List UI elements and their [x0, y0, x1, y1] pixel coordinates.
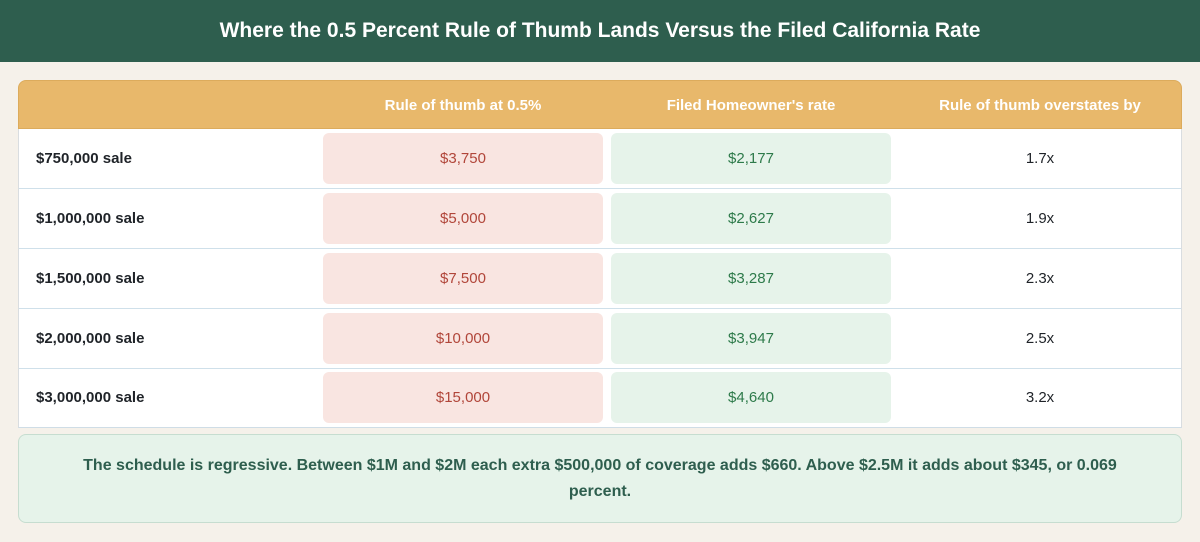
overstates-cell: 2.3x [1025, 270, 1055, 287]
summary-note-text: The schedule is regressive. Between $1M … [83, 456, 1117, 500]
table-row: $3,000,000 sale $15,000 $4,640 3.2x [19, 368, 1181, 427]
table-row: $1,000,000 sale $5,000 $2,627 1.9x [19, 189, 1181, 248]
row-divider [19, 188, 1181, 189]
table-row: $2,000,000 sale $10,000 $3,947 2.5x [19, 309, 1181, 368]
row-label: $1,500,000 sale [36, 270, 145, 287]
rule-of-thumb-cell: $3,750 [323, 133, 603, 184]
header-filed-rate: Filed Homeowner's rate [666, 97, 836, 114]
row-label: $3,000,000 sale [36, 389, 145, 406]
summary-note: The schedule is regressive. Between $1M … [18, 434, 1182, 523]
filed-rate-cell: $3,947 [611, 313, 891, 364]
table-header: Rule of thumb at 0.5% Filed Homeowner's … [18, 80, 1182, 129]
rule-of-thumb-cell: $15,000 [323, 372, 603, 423]
comparison-table: Rule of thumb at 0.5% Filed Homeowner's … [18, 80, 1182, 428]
row-label: $750,000 sale [36, 150, 132, 167]
table-row: $750,000 sale $3,750 $2,177 1.7x [19, 129, 1181, 188]
row-divider [19, 308, 1181, 309]
table-row: $1,500,000 sale $7,500 $3,287 2.3x [19, 249, 1181, 308]
page-title-text: Where the 0.5 Percent Rule of Thumb Land… [219, 19, 981, 42]
header-empty [19, 81, 323, 130]
filed-rate-cell: $2,627 [611, 193, 891, 244]
filed-rate-cell: $3,287 [611, 253, 891, 304]
header-overstates-by: Rule of thumb overstates by [939, 97, 1141, 114]
header-rule-of-thumb: Rule of thumb at 0.5% [384, 97, 542, 114]
rule-of-thumb-cell: $5,000 [323, 193, 603, 244]
row-label: $2,000,000 sale [36, 330, 145, 347]
table-body: $750,000 sale $3,750 $2,177 1.7x $1,000,… [18, 129, 1182, 428]
page-title: Where the 0.5 Percent Rule of Thumb Land… [0, 0, 1200, 62]
overstates-cell: 1.9x [1025, 210, 1055, 227]
rule-of-thumb-cell: $7,500 [323, 253, 603, 304]
overstates-cell: 2.5x [1025, 330, 1055, 347]
overstates-cell: 1.7x [1025, 150, 1055, 167]
filed-rate-cell: $4,640 [611, 372, 891, 423]
row-label: $1,000,000 sale [36, 210, 145, 227]
overstates-cell: 3.2x [1025, 389, 1055, 406]
rule-of-thumb-cell: $10,000 [323, 313, 603, 364]
filed-rate-cell: $2,177 [611, 133, 891, 184]
row-divider [19, 248, 1181, 249]
row-divider [19, 368, 1181, 369]
